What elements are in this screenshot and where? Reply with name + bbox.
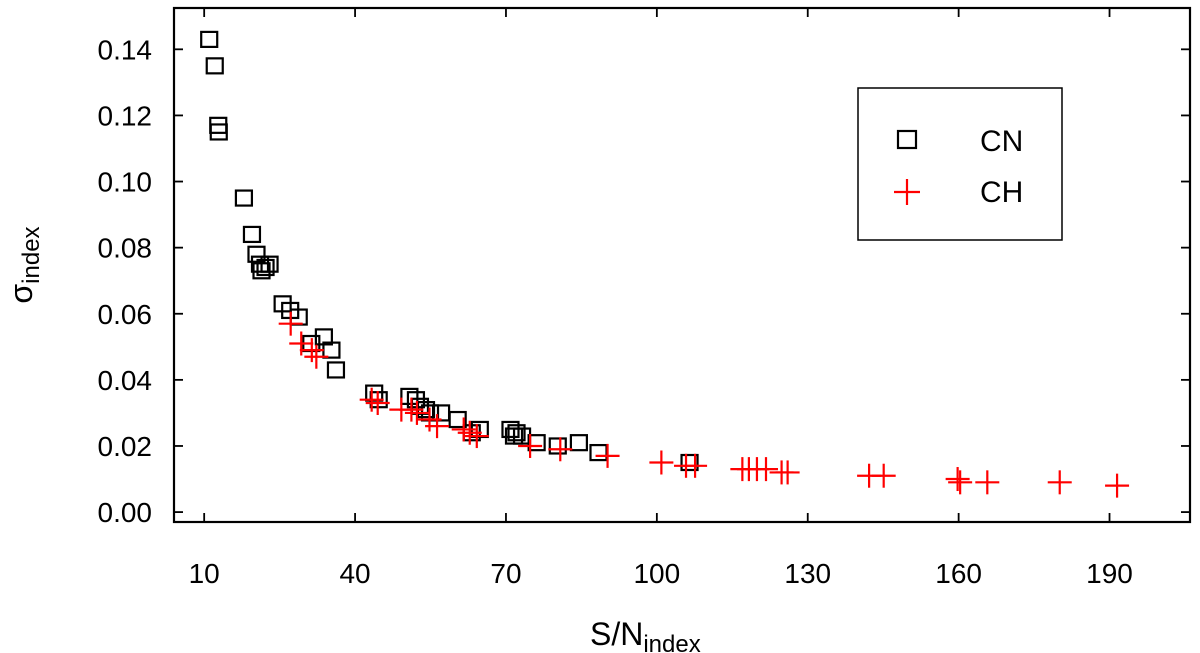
cn-data-point	[527, 434, 546, 452]
legend-cn-marker	[896, 129, 918, 150]
x-axis-title-sub: index	[643, 631, 700, 653]
cn-data-point	[256, 258, 275, 277]
axis-ticks	[174, 8, 1190, 522]
x-axis-title: S/Nindex	[590, 616, 701, 653]
cn-data-point	[569, 434, 588, 452]
ch-data-point	[649, 450, 674, 475]
ch-data-point	[948, 470, 973, 495]
x-tick-label: 10	[189, 558, 220, 589]
cn-data-point	[200, 30, 219, 49]
x-tick-label: 160	[935, 558, 982, 589]
ch-data-point	[304, 344, 329, 369]
legend-ch-marker	[894, 179, 920, 205]
x-axis-title-main: S/N	[590, 616, 643, 652]
y-tick-label: 0.06	[98, 299, 153, 330]
cn-data-point	[260, 255, 279, 273]
ch-data-point	[404, 400, 429, 425]
legend-box	[857, 87, 1063, 241]
ch-data-point	[299, 338, 324, 363]
y-tick-label: 0.10	[98, 167, 153, 198]
cn-data-point	[400, 387, 419, 405]
ch-data-point	[425, 414, 450, 439]
cn-data-point	[507, 424, 526, 442]
legend-cn-label: CN	[980, 125, 1023, 158]
axis-tick-labels: 10 40 70 100 130 160 190 0.00 0.02 0.04 0.06 0.08 0.…	[98, 34, 1133, 589]
x-tick-label: 100	[633, 558, 680, 589]
series-ch	[278, 311, 1130, 498]
y-axis-title-sub: index	[18, 226, 45, 283]
y-tick-label: 0.08	[98, 233, 153, 264]
ch-data-point	[975, 470, 1000, 495]
ch-data-point	[359, 387, 384, 412]
x-tick-label: 190	[1086, 558, 1133, 589]
cn-data-point	[548, 437, 567, 455]
cn-data-point	[504, 427, 524, 445]
cn-data-point	[209, 123, 228, 141]
ch-data-point	[871, 463, 896, 488]
y-axis-title: σindex	[3, 226, 45, 303]
y-tick-label: 0.14	[98, 34, 153, 65]
ch-data-point	[518, 433, 543, 458]
y-axis-title-main: σ	[3, 284, 39, 304]
ch-data-point	[399, 397, 424, 422]
ch-data-point	[278, 311, 303, 336]
ch-data-point	[289, 331, 314, 356]
ch-data-point	[548, 437, 573, 462]
x-tick-label: 130	[784, 558, 831, 589]
ch-data-point	[451, 417, 476, 442]
ch-data-point	[464, 424, 489, 449]
x-tick-label: 70	[490, 558, 521, 589]
ch-data-point	[365, 391, 390, 416]
cn-data-point	[680, 453, 699, 472]
ch-data-point	[595, 443, 620, 468]
legend-ch-label: CH	[980, 176, 1023, 209]
y-tick-label: 0.00	[98, 497, 153, 528]
y-tick-label: 0.02	[98, 431, 153, 462]
y-tick-label: 0.12	[98, 100, 153, 131]
ch-data-point	[1105, 473, 1130, 498]
cn-data-point	[234, 189, 254, 207]
ch-data-point	[683, 453, 708, 478]
cn-data-point	[448, 410, 467, 429]
y-tick-label: 0.04	[98, 365, 153, 396]
ch-data-point	[775, 460, 800, 485]
cn-data-point	[205, 57, 224, 75]
cn-data-point	[242, 225, 262, 244]
ch-data-point	[753, 457, 778, 482]
ch-data-point	[945, 467, 970, 492]
legend: CN CH	[857, 87, 1063, 241]
plot-frame	[172, 6, 1192, 524]
cn-data-point	[326, 361, 346, 379]
ch-data-point	[1047, 470, 1072, 495]
x-tick-label: 40	[339, 558, 370, 589]
